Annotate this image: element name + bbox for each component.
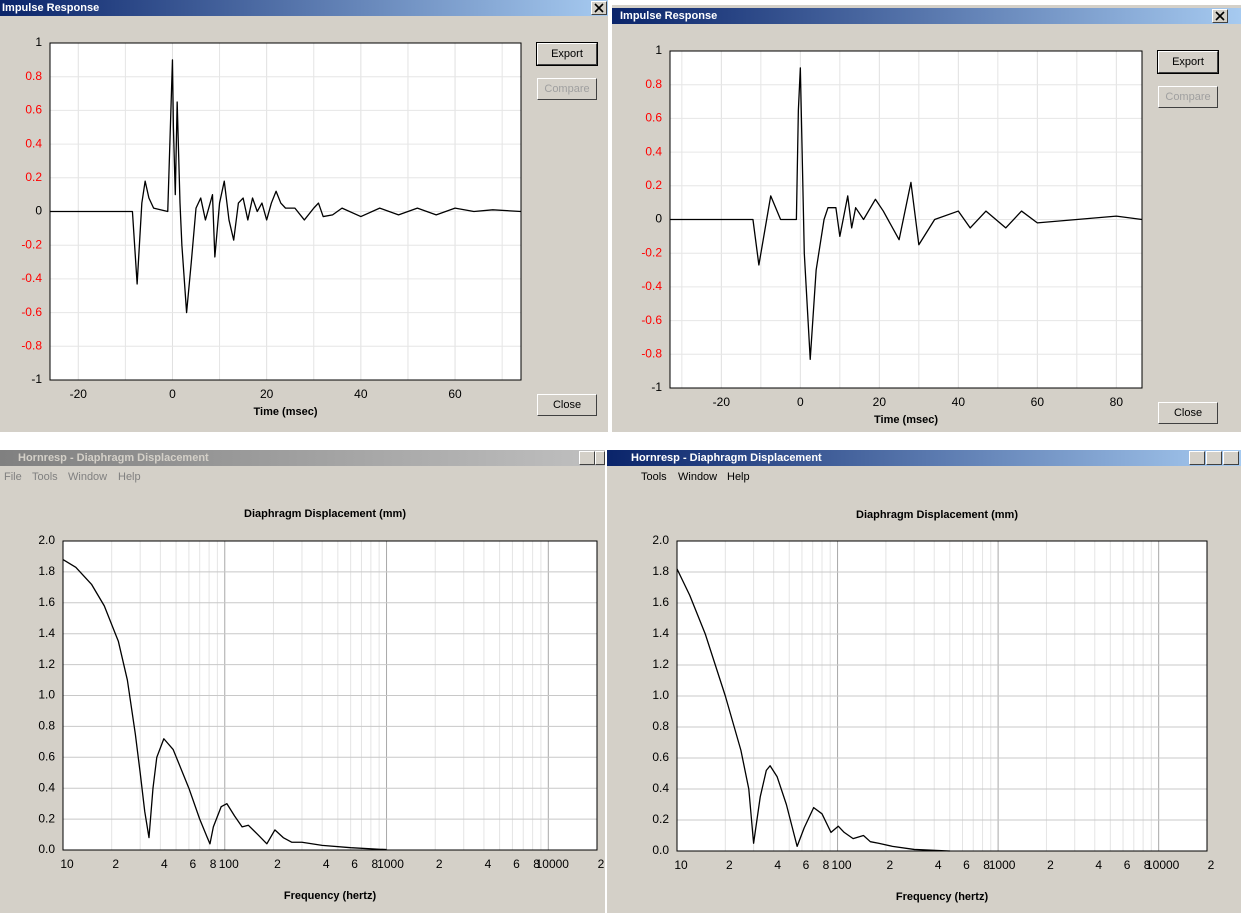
window: Impulse Response Export Compare Close xyxy=(0,0,608,432)
menu-item[interactable]: File xyxy=(4,471,22,483)
x-icon xyxy=(1215,11,1225,21)
button[interactable]: Compare xyxy=(1158,86,1218,108)
window: Hornresp - Diaphragm Displacement Tools … xyxy=(607,450,1241,913)
title-bar: Hornresp - Diaphragm Displacement xyxy=(607,450,1241,466)
window-title: Impulse Response xyxy=(620,10,718,22)
window-title: Impulse Response xyxy=(2,2,100,14)
title-bar: Impulse Response xyxy=(612,8,1241,24)
minimize-icon[interactable] xyxy=(1189,451,1205,465)
maximize-icon[interactable] xyxy=(595,451,605,465)
x-icon xyxy=(594,3,604,13)
button[interactable]: Close xyxy=(537,394,597,416)
window: Hornresp - Diaphragm Displacement File T… xyxy=(0,450,605,913)
close-icon[interactable] xyxy=(1223,451,1239,465)
title-bar: Hornresp - Diaphragm Displacement xyxy=(0,450,605,466)
window-title: Hornresp - Diaphragm Displacement xyxy=(18,452,209,464)
menu-item[interactable]: Window xyxy=(68,471,108,483)
close-icon[interactable] xyxy=(1212,9,1228,23)
window-title: Hornresp - Diaphragm Displacement xyxy=(631,452,822,464)
menu-item[interactable]: Help xyxy=(118,471,141,483)
menu-item[interactable]: Tools xyxy=(32,471,58,483)
button[interactable]: Close xyxy=(1158,402,1218,424)
menu-item[interactable]: Tools xyxy=(641,471,667,483)
minimize-icon[interactable] xyxy=(579,451,595,465)
title-bar: Impulse Response xyxy=(0,0,608,16)
button[interactable]: Export xyxy=(1157,50,1219,74)
maximize-icon[interactable] xyxy=(1206,451,1222,465)
close-icon[interactable] xyxy=(591,1,607,15)
window: Impulse Response Export Compare Close xyxy=(612,5,1241,432)
button[interactable]: Compare xyxy=(537,78,597,100)
menu-item[interactable]: Help xyxy=(727,471,750,483)
button[interactable]: Export xyxy=(536,42,598,66)
menu-item[interactable]: Window xyxy=(678,471,718,483)
